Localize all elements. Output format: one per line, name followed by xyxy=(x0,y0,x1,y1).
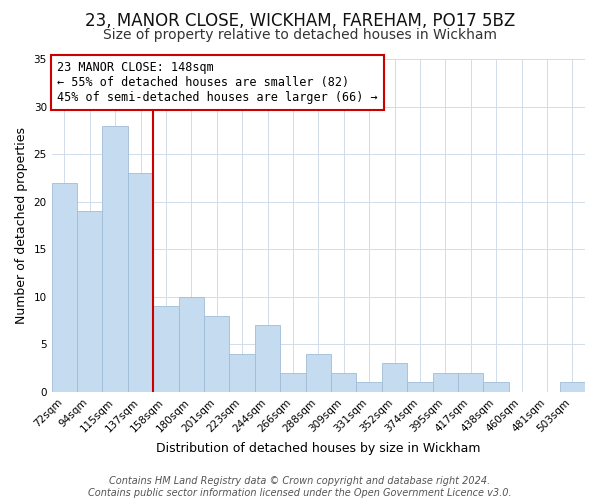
Text: Size of property relative to detached houses in Wickham: Size of property relative to detached ho… xyxy=(103,28,497,42)
Bar xyxy=(103,126,128,392)
Bar xyxy=(458,373,484,392)
Bar xyxy=(128,173,153,392)
Bar xyxy=(153,306,179,392)
Text: 23, MANOR CLOSE, WICKHAM, FAREHAM, PO17 5BZ: 23, MANOR CLOSE, WICKHAM, FAREHAM, PO17 … xyxy=(85,12,515,30)
Bar xyxy=(52,182,77,392)
Bar xyxy=(382,364,407,392)
Bar xyxy=(356,382,382,392)
Y-axis label: Number of detached properties: Number of detached properties xyxy=(15,127,28,324)
Bar xyxy=(255,326,280,392)
Bar xyxy=(560,382,585,392)
Bar xyxy=(331,373,356,392)
Bar xyxy=(433,373,458,392)
Bar xyxy=(229,354,255,392)
Bar xyxy=(484,382,509,392)
Bar xyxy=(305,354,331,392)
Bar xyxy=(179,297,204,392)
Bar xyxy=(77,211,103,392)
X-axis label: Distribution of detached houses by size in Wickham: Distribution of detached houses by size … xyxy=(156,442,481,455)
Bar xyxy=(407,382,433,392)
Bar xyxy=(204,316,229,392)
Text: Contains HM Land Registry data © Crown copyright and database right 2024.
Contai: Contains HM Land Registry data © Crown c… xyxy=(88,476,512,498)
Bar xyxy=(280,373,305,392)
Text: 23 MANOR CLOSE: 148sqm
← 55% of detached houses are smaller (82)
45% of semi-det: 23 MANOR CLOSE: 148sqm ← 55% of detached… xyxy=(57,60,377,104)
